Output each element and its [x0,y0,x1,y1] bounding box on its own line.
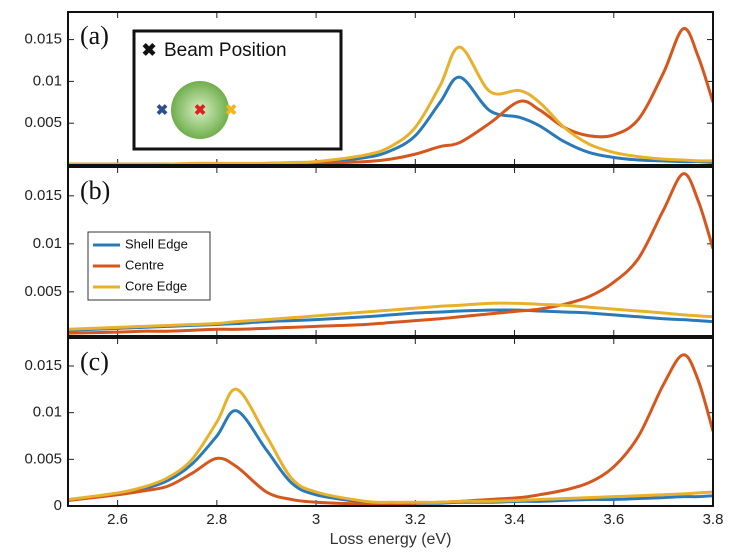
nanoparticle [171,81,229,139]
y-tick-label: 0.015 [24,31,62,48]
y-tick-label: 0.01 [33,235,62,252]
y-tick-label: 0.015 [24,187,62,204]
y-tick-label: 0.01 [33,404,62,421]
series-line [68,172,713,335]
x-tick-label: 3.6 [603,511,624,528]
beam-marker: ✖ [156,102,169,119]
x-axis-label: Loss energy (eV) [330,531,452,548]
inset-box [132,29,343,151]
y-tick-label: 0.005 [24,283,62,300]
series-line [68,301,713,331]
x-tick-label: 3.8 [703,511,724,528]
series-line [68,45,713,165]
x-tick-label: 2.6 [107,511,128,528]
panel-frame [67,337,714,507]
y-tick-label: 0 [54,497,62,514]
inset-marker: ✖ [141,40,156,60]
legend-label: Core Edge [125,278,187,293]
panel-label: (a) [80,21,109,50]
x-tick-label: 3.4 [504,511,525,528]
x-tick-label: 2.8 [206,511,227,528]
x-tick-label: 3.2 [405,511,426,528]
series-line [68,308,713,332]
beam-marker: ✖ [225,102,238,119]
y-tick-label: 0.005 [24,450,62,467]
series-line [68,409,713,505]
beam-marker: ✖ [194,102,207,119]
panel-label: (c) [80,347,109,376]
legend-label: Centre [125,257,164,272]
panel-frame [67,166,714,337]
inset-title: Beam Position [164,40,287,61]
x-tick-label: 3 [312,511,320,528]
y-tick-label: 0.005 [24,114,62,131]
panel-label: (b) [80,176,110,205]
panel-frame [67,11,714,166]
series-line [68,387,713,504]
y-tick-label: 0.015 [24,357,62,374]
legend-label: Shell Edge [125,236,188,251]
y-tick-label: 0.01 [33,72,62,89]
